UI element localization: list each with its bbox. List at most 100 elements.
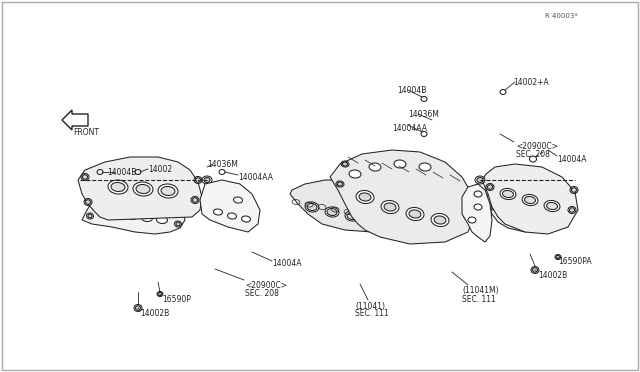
Ellipse shape xyxy=(477,177,483,183)
Ellipse shape xyxy=(500,189,516,199)
Text: 14004AA: 14004AA xyxy=(238,173,273,182)
Ellipse shape xyxy=(158,184,178,198)
Text: SEC. 111: SEC. 111 xyxy=(462,295,496,304)
Ellipse shape xyxy=(544,201,560,212)
Ellipse shape xyxy=(133,182,153,196)
Text: 14036M: 14036M xyxy=(408,109,439,119)
Ellipse shape xyxy=(111,183,125,192)
Ellipse shape xyxy=(434,216,446,224)
Ellipse shape xyxy=(204,177,210,183)
Ellipse shape xyxy=(88,214,92,218)
Text: 14002: 14002 xyxy=(148,164,172,173)
Ellipse shape xyxy=(419,163,431,171)
Text: R 40003*: R 40003* xyxy=(545,13,578,19)
Ellipse shape xyxy=(474,191,482,197)
Ellipse shape xyxy=(570,208,575,212)
Text: FRONT: FRONT xyxy=(73,128,99,137)
Polygon shape xyxy=(78,157,202,220)
Polygon shape xyxy=(330,150,475,244)
Text: <20900C>: <20900C> xyxy=(516,141,558,151)
Ellipse shape xyxy=(467,192,472,196)
Ellipse shape xyxy=(522,195,538,206)
Ellipse shape xyxy=(161,186,175,196)
Text: 16590PA: 16590PA xyxy=(558,257,591,266)
Ellipse shape xyxy=(365,215,379,225)
Text: SEC. 208: SEC. 208 xyxy=(245,289,279,298)
Ellipse shape xyxy=(193,198,198,202)
Text: SEC. 208: SEC. 208 xyxy=(516,150,550,158)
Ellipse shape xyxy=(514,209,524,215)
Ellipse shape xyxy=(474,204,482,210)
Ellipse shape xyxy=(384,203,396,211)
Ellipse shape xyxy=(525,196,536,203)
Ellipse shape xyxy=(327,208,337,215)
Ellipse shape xyxy=(305,202,319,212)
Text: 14002B: 14002B xyxy=(538,270,567,279)
Ellipse shape xyxy=(538,218,542,222)
Polygon shape xyxy=(62,110,88,130)
Text: 14004AA: 14004AA xyxy=(392,124,427,132)
Polygon shape xyxy=(290,180,398,232)
Ellipse shape xyxy=(369,163,381,171)
Ellipse shape xyxy=(337,182,342,186)
Text: 16590P: 16590P xyxy=(162,295,191,304)
Ellipse shape xyxy=(556,256,560,259)
Ellipse shape xyxy=(532,268,538,272)
Ellipse shape xyxy=(83,175,88,179)
Ellipse shape xyxy=(488,185,493,189)
Ellipse shape xyxy=(136,306,141,310)
Ellipse shape xyxy=(325,207,339,217)
Ellipse shape xyxy=(359,193,371,201)
Ellipse shape xyxy=(136,185,150,193)
Ellipse shape xyxy=(158,292,162,295)
Text: 14004B: 14004B xyxy=(107,167,136,176)
Ellipse shape xyxy=(356,190,374,203)
Ellipse shape xyxy=(113,211,124,218)
Ellipse shape xyxy=(345,211,359,221)
Ellipse shape xyxy=(465,215,470,219)
Ellipse shape xyxy=(502,190,513,198)
Ellipse shape xyxy=(214,209,223,215)
Ellipse shape xyxy=(406,208,424,221)
Polygon shape xyxy=(200,180,260,232)
Text: 14002+A: 14002+A xyxy=(513,77,548,87)
Ellipse shape xyxy=(127,212,138,219)
Text: SEC. 111: SEC. 111 xyxy=(355,310,388,318)
Ellipse shape xyxy=(86,200,90,204)
Ellipse shape xyxy=(409,210,421,218)
Ellipse shape xyxy=(394,160,406,168)
Ellipse shape xyxy=(234,197,243,203)
Ellipse shape xyxy=(349,170,361,178)
Ellipse shape xyxy=(500,207,510,213)
Ellipse shape xyxy=(468,217,476,223)
Ellipse shape xyxy=(241,216,250,222)
Ellipse shape xyxy=(381,201,399,214)
Ellipse shape xyxy=(347,212,357,219)
Text: <20900C>: <20900C> xyxy=(245,280,287,289)
Text: 14004B: 14004B xyxy=(397,86,426,94)
Polygon shape xyxy=(462,184,492,242)
Ellipse shape xyxy=(431,214,449,227)
Ellipse shape xyxy=(547,202,557,209)
Ellipse shape xyxy=(108,180,128,194)
Ellipse shape xyxy=(367,217,377,224)
Ellipse shape xyxy=(141,215,152,221)
Text: (11041): (11041) xyxy=(355,301,385,311)
Text: (11041M): (11041M) xyxy=(462,286,499,295)
Ellipse shape xyxy=(176,222,180,226)
Polygon shape xyxy=(486,187,548,232)
Ellipse shape xyxy=(157,217,168,224)
Ellipse shape xyxy=(528,211,538,217)
Ellipse shape xyxy=(228,213,236,219)
Text: 14002B: 14002B xyxy=(140,310,169,318)
Text: 14004A: 14004A xyxy=(272,260,301,269)
Polygon shape xyxy=(82,194,185,234)
Ellipse shape xyxy=(342,162,348,166)
Polygon shape xyxy=(482,164,578,234)
Ellipse shape xyxy=(572,188,577,192)
Ellipse shape xyxy=(195,178,200,182)
Text: 14036M: 14036M xyxy=(207,160,238,169)
Ellipse shape xyxy=(307,203,317,211)
Ellipse shape xyxy=(491,205,495,209)
Text: 14004A: 14004A xyxy=(557,154,586,164)
